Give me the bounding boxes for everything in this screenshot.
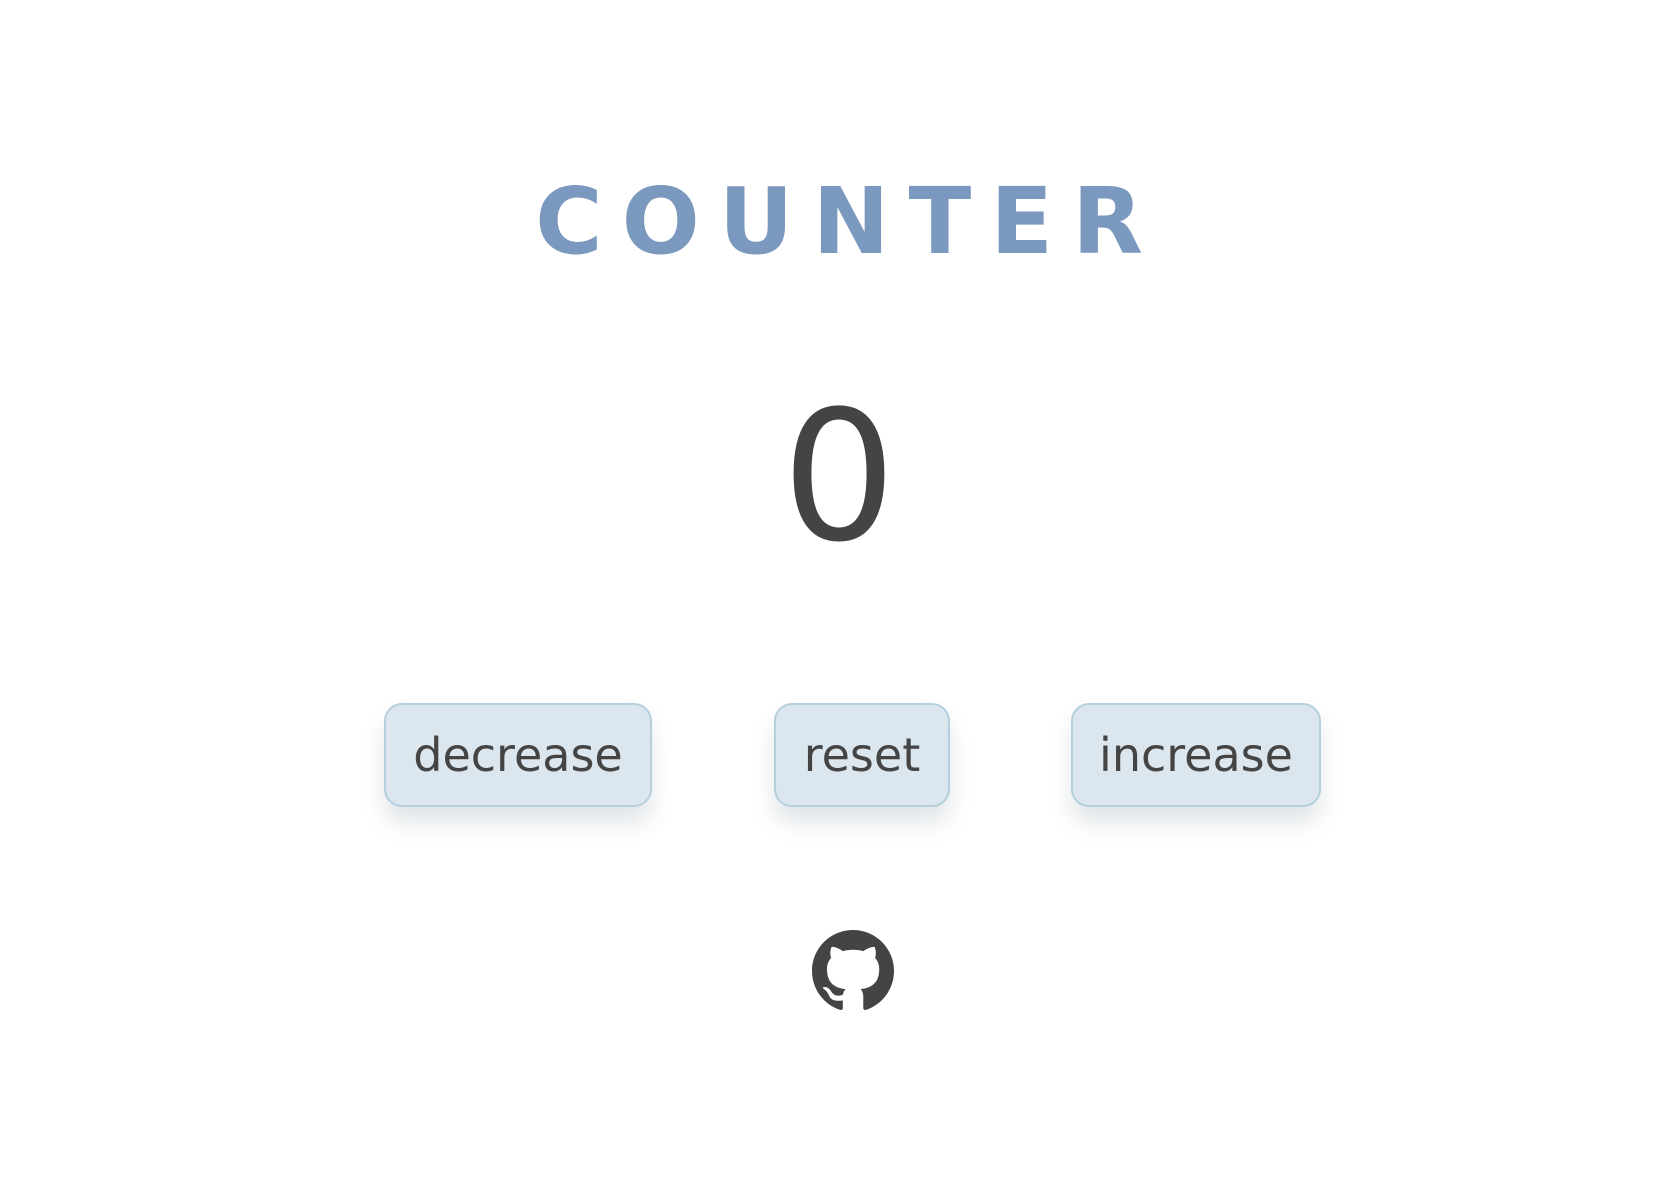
increase-button[interactable]: increase: [1071, 703, 1321, 807]
decrease-button[interactable]: decrease: [384, 703, 652, 807]
github-icon: [812, 930, 894, 1012]
github-link[interactable]: [812, 930, 894, 1012]
page-title: COUNTER: [535, 168, 1162, 275]
reset-button[interactable]: reset: [774, 703, 950, 807]
counter-value: 0: [781, 373, 897, 582]
